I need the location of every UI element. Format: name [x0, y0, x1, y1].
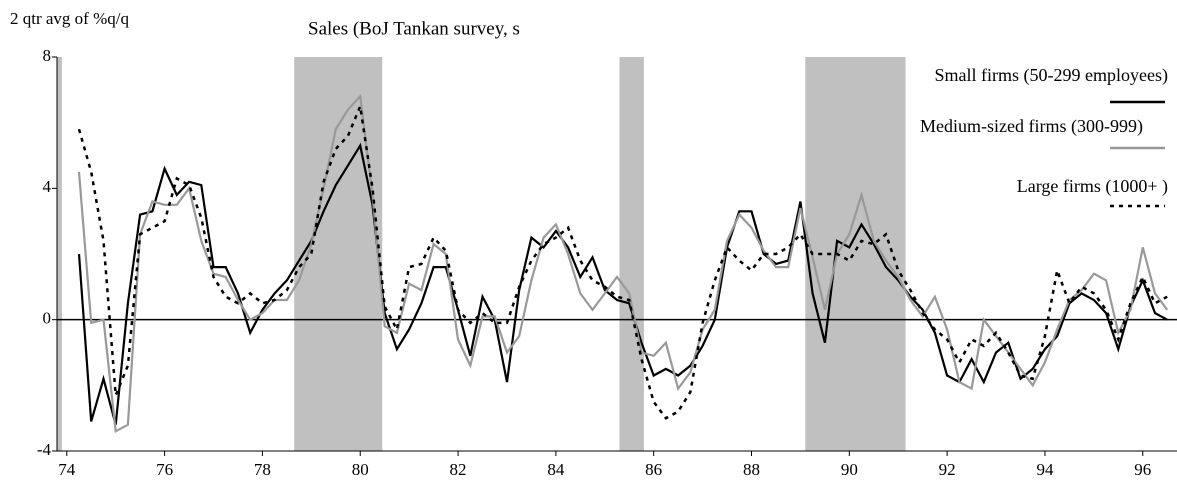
series-line: [77, 93, 1169, 434]
y-tick-label: 0: [43, 309, 52, 328]
shaded-period: [619, 57, 644, 451]
x-tick-label: 78: [254, 460, 271, 479]
x-tick-label: 80: [352, 460, 369, 479]
x-tick-label: 94: [1036, 460, 1054, 479]
x-tick-label: 86: [645, 460, 662, 479]
legend-label: Small firms (50-299 employees): [935, 65, 1168, 86]
y-tick-label: -4: [37, 440, 52, 459]
chart-title: Sales (BoJ Tankan survey, s: [308, 18, 520, 39]
legend-label: Large firms (1000+ ): [1017, 176, 1168, 197]
y-tick-label: 8: [43, 46, 52, 65]
x-tick-label: 92: [939, 460, 956, 479]
shaded-period: [57, 57, 62, 451]
x-tick-label: 96: [1134, 460, 1151, 479]
x-tick-label: 90: [841, 460, 858, 479]
x-tick-label: 82: [450, 460, 467, 479]
y-axis-label: 2 qtr avg of %q/q: [10, 9, 129, 28]
y-tick-label: 4: [43, 177, 52, 196]
x-tick-label: 84: [547, 460, 565, 479]
x-tick-label: 74: [58, 460, 76, 479]
legend-label: Medium-sized firms (300-999): [920, 116, 1143, 137]
x-tick-label: 76: [156, 460, 173, 479]
x-tick-label: 88: [743, 460, 760, 479]
